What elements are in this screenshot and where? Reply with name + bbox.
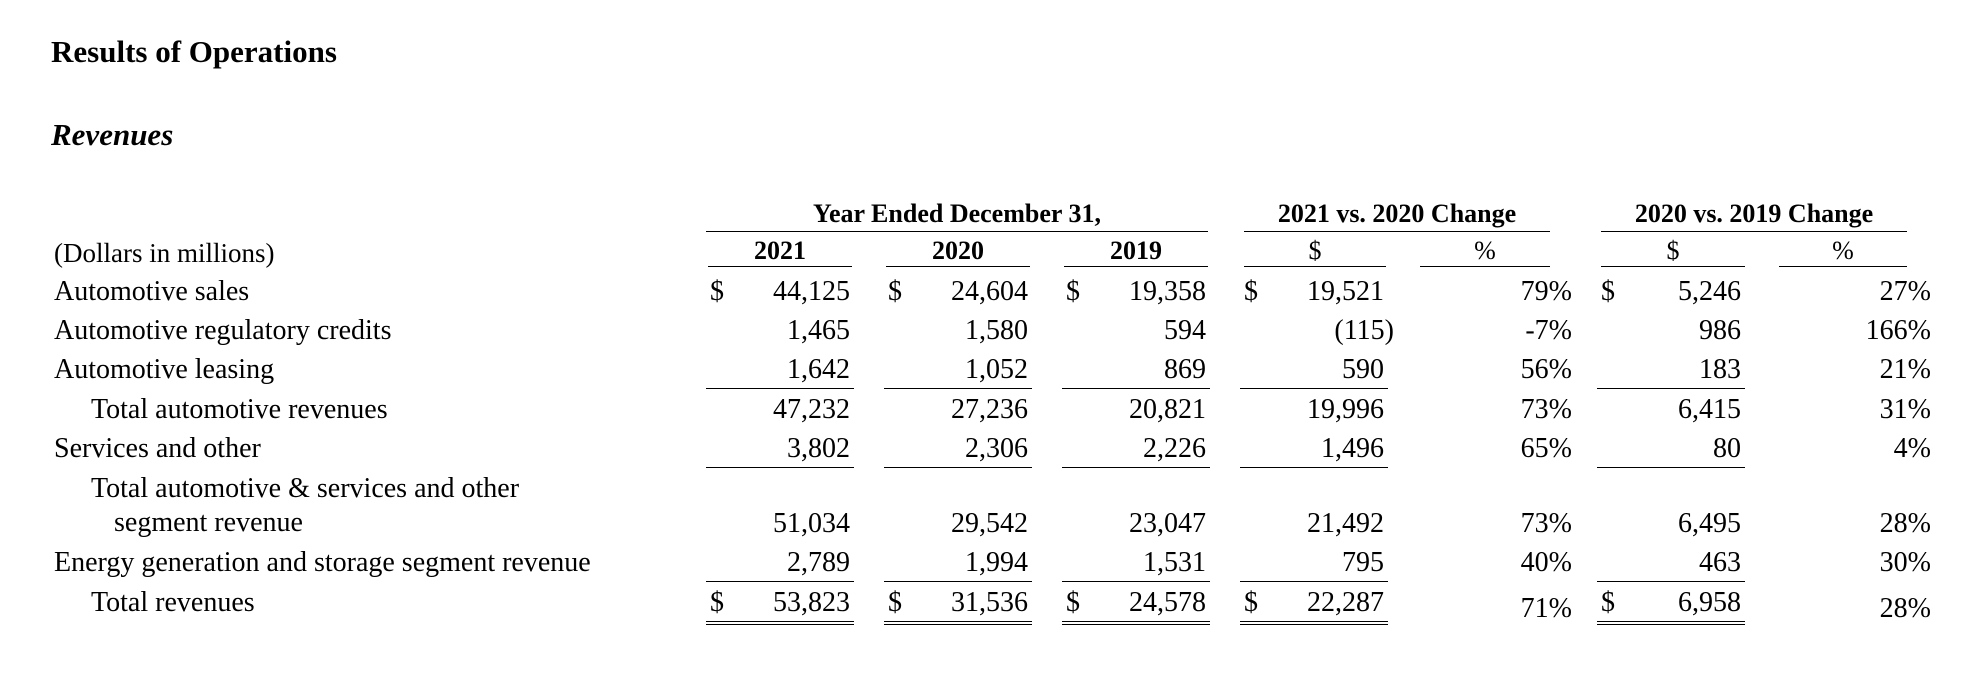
cell-2019: 869 [1062,352,1210,389]
cell-chg2-pct: 21% [1879,354,1931,385]
currency-symbol: $ [710,587,724,618]
table-row-services-and-other: Services and other 3,802 2,306 2,226 1,4… [0,431,1982,469]
row-label: Total revenues [91,587,255,618]
cell-chg1-dollar: 21,492 [1307,508,1384,539]
cell-2020: $24,604 [884,274,1032,310]
row-label: Automotive regulatory credits [54,315,392,346]
cell-chg2-pct: 4% [1893,433,1931,464]
cell-chg2-dollar: 6,415 [1678,394,1741,425]
group-header-change-2021-2020-rule [1244,231,1550,232]
cell-chg1-pct: 71% [1520,593,1572,624]
cell-chg1-dollar: 795 [1240,545,1388,582]
currency-symbol: $ [1601,276,1615,307]
row-label: Energy generation and storage segment re… [54,547,591,578]
table-row-total-automotive-revenues: Total automotive revenues 47,232 27,236 … [0,392,1982,430]
col-header-2020: 2020 [886,236,1030,267]
cell-chg1-dollar: $19,521 [1240,274,1388,310]
cell-chg2-pct: 31% [1879,394,1931,425]
cell-chg1-dollar: 590 [1240,352,1388,389]
cell-chg1-pct: -7% [1525,315,1572,346]
cell-chg1-pct: 65% [1520,433,1572,464]
row-label: Services and other [54,433,261,464]
cell-2021: 1,642 [706,352,854,389]
cell-chg2-pct: 30% [1879,547,1931,578]
cell-2021: $53,823 [706,585,854,625]
cell-2021: 2,789 [706,545,854,582]
cell-2021: 3,802 [706,431,854,468]
row-label-line1: Total automotive & services and other [91,473,520,504]
cell-2020: 2,306 [884,431,1032,468]
cell-chg2-dollar: 80 [1597,431,1745,468]
cell-2020: 1,052 [884,352,1032,389]
cell-2021: 1,465 [787,315,850,346]
row-label: Automotive sales [54,276,250,307]
group-header-change-2021-2020: 2021 vs. 2020 Change [1277,199,1517,228]
row-label-line2: segment revenue [114,507,303,538]
cell-chg1-pct: 73% [1520,508,1572,539]
cell-2021: 51,034 [773,508,850,539]
currency-symbol: $ [1066,587,1080,618]
cell-chg1-pct: 73% [1520,394,1572,425]
col-header-chg2-dollar: $ [1601,236,1745,267]
col-header-2019: 2019 [1064,236,1208,267]
cell-2020: 1,994 [884,545,1032,582]
cell-chg1-dollar: $22,287 [1240,585,1388,625]
col-header-chg1-dollar: $ [1244,236,1386,267]
cell-chg2-pct: 166% [1865,315,1931,346]
group-header-years: Year Ended December 31, [813,199,1101,228]
currency-symbol: $ [710,276,724,307]
table-row-total-automotive-services-segment: Total automotive & services and other se… [0,471,1982,547]
cell-2019: $24,578 [1062,585,1210,625]
group-header-change-2020-2019: 2020 vs. 2019 Change [1634,199,1874,228]
cell-2019: 1,531 [1062,545,1210,582]
col-header-chg2-pct: % [1779,236,1907,267]
cell-chg1-pct: 79% [1520,276,1572,307]
table-row-total-revenues: Total revenues $53,823 $31,536 $24,578 $… [0,585,1982,625]
group-header-change-2020-2019-rule [1601,231,1907,232]
currency-symbol: $ [888,587,902,618]
cell-chg1-pct: 56% [1520,354,1572,385]
cell-2020: 27,236 [951,394,1028,425]
row-label: Automotive leasing [54,354,275,385]
col-header-chg1-pct: % [1420,236,1550,267]
cell-chg2-pct: 28% [1879,593,1931,624]
cell-2021: 47,232 [773,394,850,425]
cell-chg2-dollar: $5,246 [1597,274,1745,310]
cell-chg1-dollar: 1,496 [1240,431,1388,468]
unit-label: (Dollars in millions) [54,238,275,268]
cell-chg1-dollar: (115) [1334,315,1394,346]
cell-2019: 2,226 [1062,431,1210,468]
section-subtitle: Revenues [51,117,174,152]
row-label: Total automotive revenues [91,394,388,425]
currency-symbol: $ [1244,276,1258,307]
cell-2019: 20,821 [1129,394,1206,425]
table-row-automotive-leasing: Automotive leasing 1,642 1,052 869 590 5… [0,352,1982,390]
table-row-energy-generation-storage: Energy generation and storage segment re… [0,545,1982,583]
cell-2019: 594 [1164,315,1206,346]
cell-2019: 23,047 [1129,508,1206,539]
cell-chg2-dollar: 6,495 [1678,508,1741,539]
cell-chg2-pct: 28% [1879,508,1931,539]
cell-2020: $31,536 [884,585,1032,625]
section-title: Results of Operations [51,34,337,69]
currency-symbol: $ [1244,587,1258,618]
cell-chg2-dollar: $6,958 [1597,585,1745,625]
cell-2020: 29,542 [951,508,1028,539]
table-row-automotive-regulatory-credits: Automotive regulatory credits 1,465 1,58… [0,313,1982,351]
cell-2020: 1,580 [965,315,1028,346]
cell-2019: $19,358 [1062,274,1210,310]
cell-chg1-pct: 40% [1520,547,1572,578]
group-header-years-rule [706,231,1208,232]
cell-chg1-dollar: 19,996 [1307,394,1384,425]
currency-symbol: $ [1066,276,1080,307]
table-row-automotive-sales: Automotive sales $44,125 $24,604 $19,358… [0,274,1982,312]
cell-chg2-dollar: 463 [1597,545,1745,582]
cell-2021: $44,125 [706,274,854,310]
currency-symbol: $ [1601,587,1615,618]
cell-chg2-dollar: 986 [1699,315,1741,346]
cell-chg2-pct: 27% [1879,276,1931,307]
currency-symbol: $ [888,276,902,307]
cell-chg2-dollar: 183 [1597,352,1745,389]
col-header-2021: 2021 [708,236,852,267]
